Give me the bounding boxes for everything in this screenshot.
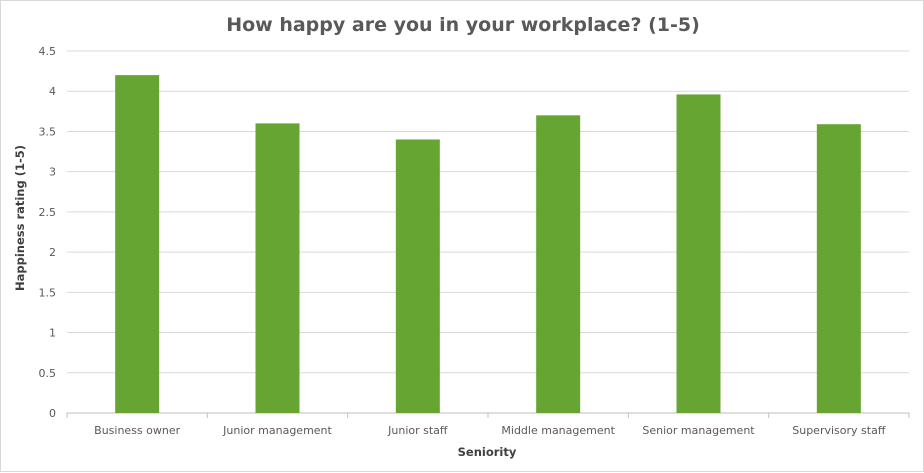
y-tick-label: 0.5 bbox=[39, 367, 57, 380]
y-axis-title: Happiness rating (1-5) bbox=[13, 145, 27, 291]
x-axis-title: Seniority bbox=[458, 445, 517, 459]
bars bbox=[115, 75, 861, 414]
y-tick-label: 4 bbox=[49, 85, 56, 98]
y-tick-label: 4.5 bbox=[39, 45, 57, 58]
x-tick-label: Business owner bbox=[94, 424, 180, 437]
gridlines bbox=[66, 50, 910, 418]
y-tick-label: 1 bbox=[49, 327, 56, 340]
y-tick-label: 3.5 bbox=[39, 125, 57, 138]
x-tick-label: Supervisory staff bbox=[792, 424, 886, 437]
x-tick-label: Junior staff bbox=[387, 424, 448, 437]
x-tick-labels: Business owner Junior management Junior st… bbox=[94, 424, 886, 437]
bar bbox=[676, 94, 721, 413]
y-tick-label: 2.5 bbox=[39, 206, 57, 219]
bar bbox=[816, 124, 861, 414]
bar bbox=[255, 123, 300, 414]
x-tick-label: Middle management bbox=[501, 424, 615, 437]
bar bbox=[115, 75, 160, 413]
y-tick-label: 1.5 bbox=[39, 286, 57, 299]
y-tick-label: 0 bbox=[49, 407, 56, 420]
x-tick-label: Senior management bbox=[642, 424, 755, 437]
bar bbox=[536, 115, 581, 413]
chart-title: How happy are you in your workplace? (1-… bbox=[226, 14, 700, 36]
x-tick-label: Junior management bbox=[222, 424, 332, 437]
y-tick-label: 3 bbox=[49, 166, 56, 179]
bar bbox=[395, 139, 440, 413]
y-tick-label: 2 bbox=[49, 246, 56, 259]
y-tick-labels: 0 0.5 1 1.5 2 2.5 3 3.5 4 4.5 bbox=[39, 45, 57, 420]
